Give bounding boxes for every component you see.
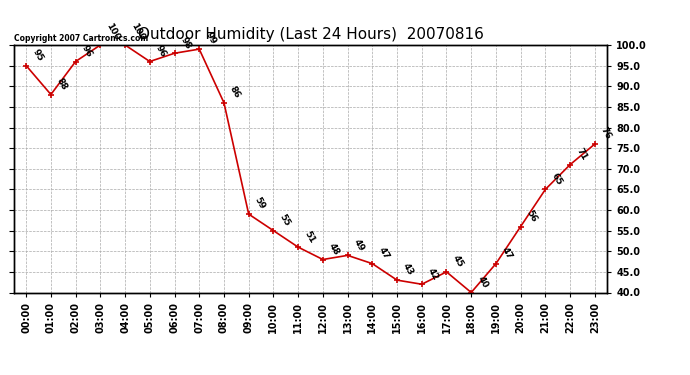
Text: 45: 45 [451,254,465,269]
Text: 76: 76 [599,126,613,141]
Text: 42: 42 [426,266,440,282]
Text: 51: 51 [302,229,316,244]
Text: 88: 88 [55,76,69,92]
Text: 65: 65 [549,171,564,187]
Text: 98: 98 [179,35,193,51]
Text: Copyright 2007 Cartronics.com: Copyright 2007 Cartronics.com [14,33,148,42]
Text: 100: 100 [129,22,146,42]
Text: 55: 55 [277,213,292,228]
Text: 100: 100 [104,22,121,42]
Text: 59: 59 [253,196,267,211]
Text: 71: 71 [574,146,589,162]
Text: 86: 86 [228,85,242,100]
Text: 56: 56 [525,209,539,224]
Text: 99: 99 [204,31,217,46]
Title: Outdoor Humidity (Last 24 Hours)  20070816: Outdoor Humidity (Last 24 Hours) 2007081… [137,27,484,42]
Text: 96: 96 [154,43,168,59]
Text: 47: 47 [500,245,514,261]
Text: 48: 48 [327,241,341,257]
Text: 49: 49 [352,237,366,253]
Text: 47: 47 [377,245,391,261]
Text: 96: 96 [80,43,94,59]
Text: 95: 95 [30,47,44,63]
Text: 40: 40 [475,274,489,290]
Text: 43: 43 [401,262,415,278]
